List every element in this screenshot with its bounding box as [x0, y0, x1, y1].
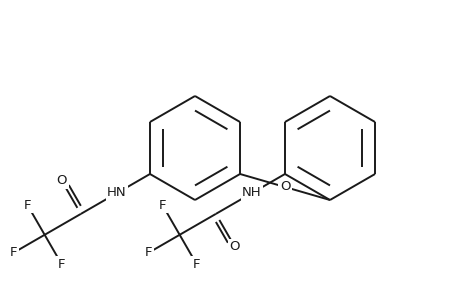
- Text: F: F: [193, 258, 200, 271]
- Text: O: O: [229, 240, 240, 253]
- Text: O: O: [279, 181, 290, 194]
- Text: HN: HN: [107, 187, 127, 200]
- Text: F: F: [24, 199, 31, 212]
- Text: F: F: [58, 258, 65, 271]
- Text: F: F: [144, 246, 152, 259]
- Text: NH: NH: [242, 187, 261, 200]
- Text: F: F: [10, 246, 17, 259]
- Text: O: O: [56, 175, 67, 188]
- Text: F: F: [158, 199, 166, 212]
